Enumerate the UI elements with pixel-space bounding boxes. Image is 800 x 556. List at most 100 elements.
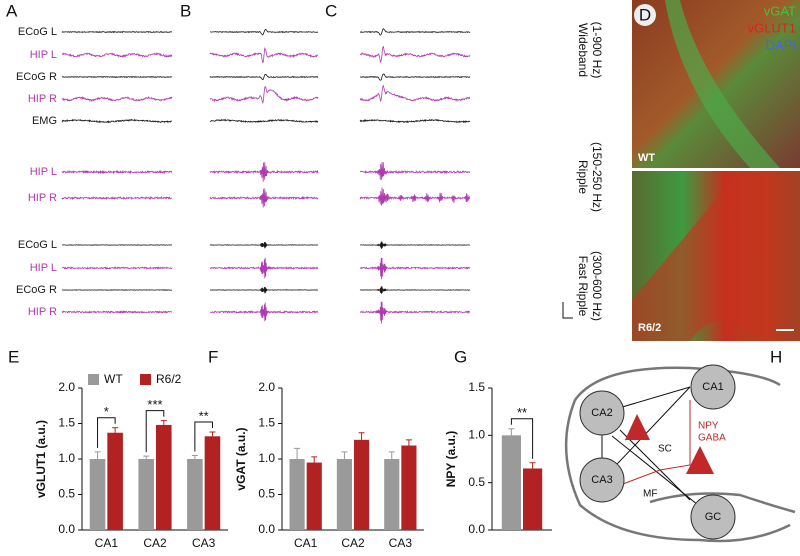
trace <box>360 73 471 81</box>
error-bar <box>405 439 412 446</box>
trace <box>359 257 471 280</box>
error-bar <box>311 456 318 463</box>
trace-label: ECoG R <box>16 71 57 83</box>
trace <box>61 310 173 314</box>
y-axis-label: vGAT (a.u.) <box>234 427 248 490</box>
bar <box>384 459 400 530</box>
trace-label: HIP L <box>30 166 57 178</box>
trace <box>359 45 471 64</box>
error-bar <box>191 454 198 459</box>
legend-swatch <box>140 374 151 385</box>
significance-label: ** <box>517 405 527 420</box>
band-name: Fast Ripple <box>576 256 590 317</box>
bar <box>156 424 172 530</box>
y-tick-label: 1.5 <box>468 380 485 394</box>
bar <box>306 462 322 530</box>
error-bar <box>94 451 101 459</box>
trace <box>359 28 471 36</box>
trace <box>61 118 173 124</box>
y-tick-label: 0.0 <box>258 522 275 536</box>
trace <box>61 52 173 59</box>
panel-label: B <box>180 1 191 20</box>
significance-bracket <box>194 421 213 452</box>
panel-label: F <box>208 347 218 366</box>
interneuron <box>625 414 650 440</box>
legend-label: R6/2 <box>156 372 182 386</box>
stain-band <box>632 171 800 341</box>
trace <box>61 30 173 34</box>
trace-label: ECoG R <box>16 284 57 296</box>
error-bar <box>341 451 348 459</box>
bar <box>107 432 123 530</box>
transmitter-label: NPY <box>698 421 719 432</box>
trace <box>209 241 319 249</box>
stain-label: DAPI <box>766 37 796 52</box>
error-bar <box>112 427 119 433</box>
trace <box>209 28 319 36</box>
trace <box>359 301 471 324</box>
bar <box>204 436 221 530</box>
significance-label: *** <box>147 397 162 412</box>
error-bar <box>529 462 536 469</box>
error-bar <box>143 455 150 459</box>
pathway-label: MF <box>643 489 657 500</box>
node-label: CA2 <box>591 407 612 419</box>
legend-label: WT <box>104 372 123 386</box>
y-tick-label: 0.5 <box>468 475 485 489</box>
legend-swatch <box>88 374 99 385</box>
inhibitory-connection <box>614 400 691 488</box>
node <box>690 494 736 540</box>
trace <box>209 47 319 64</box>
band-range: (300-600 Hz) <box>590 251 604 321</box>
significance-label: * <box>104 404 109 419</box>
trace-label: HIP R <box>28 93 57 105</box>
trace <box>209 73 318 81</box>
bar <box>501 435 521 530</box>
panel-label: C <box>325 1 337 20</box>
trace <box>359 84 471 103</box>
stain-band <box>665 0 780 168</box>
node-label: CA3 <box>591 474 612 486</box>
trace <box>61 266 173 270</box>
trace-label: ECoG L <box>18 239 57 251</box>
node <box>579 457 625 503</box>
y-axis-label: NPY (a.u.) <box>444 431 458 487</box>
node-label: CA1 <box>702 381 723 393</box>
significance-bracket <box>510 418 534 459</box>
error-bar <box>294 447 301 459</box>
trace <box>209 257 319 279</box>
error-bar <box>358 432 365 440</box>
trace <box>360 241 470 250</box>
trace-label: HIP L <box>30 262 57 274</box>
panel-label: A <box>6 1 18 20</box>
error-bar <box>209 431 216 437</box>
trace <box>209 302 319 322</box>
error-bar <box>388 451 395 459</box>
outline <box>564 399 791 543</box>
y-tick-label: 2.0 <box>58 380 75 394</box>
node <box>579 390 625 436</box>
x-tick-label: CA1 <box>294 536 318 550</box>
trace <box>209 188 319 208</box>
trace <box>209 162 319 182</box>
trace-label: HIP R <box>28 192 57 204</box>
bar <box>523 468 543 530</box>
condition-label: WT <box>638 152 655 164</box>
trace <box>359 161 471 180</box>
trace <box>209 286 319 294</box>
trace <box>359 187 471 206</box>
trace <box>61 195 173 201</box>
bar <box>187 459 203 530</box>
y-tick-label: 1.0 <box>258 451 275 465</box>
trace-label: EMG <box>32 115 57 127</box>
transmitter-label: GABA <box>698 433 726 444</box>
y-tick-label: 0.5 <box>58 487 75 501</box>
panel-label: G <box>454 347 467 366</box>
y-tick-label: 0.5 <box>258 487 275 501</box>
trace <box>61 169 173 175</box>
outline <box>573 366 781 401</box>
connection <box>619 429 691 501</box>
panel-label: H <box>770 347 782 366</box>
interneuron <box>686 446 714 474</box>
